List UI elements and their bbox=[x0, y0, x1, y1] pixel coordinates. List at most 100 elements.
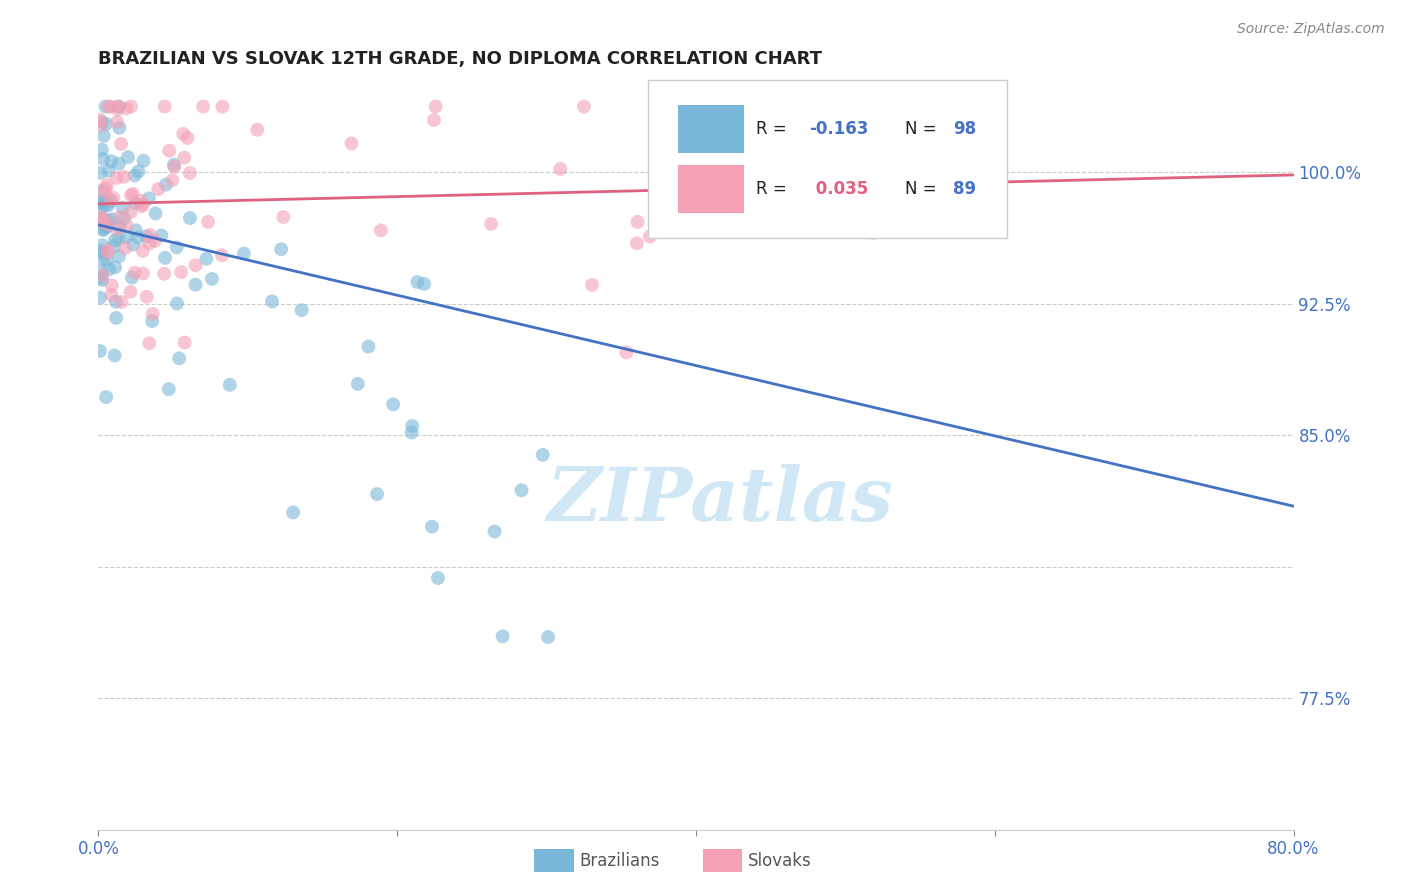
Point bbox=[201, 272, 224, 286]
Point bbox=[153, 99, 176, 113]
Point bbox=[413, 277, 436, 291]
Text: Slovaks: Slovaks bbox=[748, 852, 811, 870]
Point bbox=[401, 419, 423, 434]
Point bbox=[91, 252, 114, 266]
Point bbox=[124, 169, 146, 183]
Point bbox=[153, 267, 176, 281]
Point bbox=[260, 294, 283, 309]
Point bbox=[163, 158, 186, 172]
Point bbox=[176, 131, 198, 145]
Point bbox=[572, 99, 595, 113]
Point bbox=[100, 193, 122, 207]
Point bbox=[89, 112, 111, 127]
Text: R =: R = bbox=[756, 180, 792, 198]
Point bbox=[370, 223, 392, 237]
Text: N =: N = bbox=[905, 180, 942, 198]
Point bbox=[166, 296, 188, 310]
Point bbox=[132, 197, 155, 211]
Point bbox=[191, 99, 214, 113]
Text: 89: 89 bbox=[953, 180, 976, 198]
Bar bbox=[678, 104, 744, 153]
Point bbox=[108, 99, 131, 113]
Point bbox=[120, 205, 142, 219]
Point bbox=[270, 242, 292, 256]
Point bbox=[105, 170, 128, 185]
Point bbox=[420, 519, 443, 533]
Point bbox=[96, 194, 118, 208]
Point bbox=[100, 99, 122, 113]
Point bbox=[107, 99, 129, 113]
Point bbox=[115, 230, 138, 244]
Point bbox=[127, 164, 149, 178]
Point bbox=[101, 212, 124, 227]
Point bbox=[346, 376, 368, 391]
Text: BRAZILIAN VS SLOVAK 12TH GRADE, NO DIPLOMA CORRELATION CHART: BRAZILIAN VS SLOVAK 12TH GRADE, NO DIPLO… bbox=[98, 50, 823, 68]
Text: Source: ZipAtlas.com: Source: ZipAtlas.com bbox=[1237, 22, 1385, 37]
Point bbox=[110, 295, 132, 310]
Point bbox=[104, 349, 127, 363]
Point bbox=[108, 249, 131, 263]
Point bbox=[105, 310, 128, 325]
Point bbox=[91, 238, 114, 252]
Point bbox=[531, 448, 554, 462]
Point bbox=[638, 229, 661, 244]
Point bbox=[211, 248, 233, 262]
Point bbox=[104, 260, 127, 275]
Point bbox=[100, 194, 122, 208]
Point bbox=[179, 211, 201, 225]
Point bbox=[124, 196, 146, 211]
Point bbox=[103, 239, 125, 253]
Point bbox=[426, 571, 449, 585]
Point bbox=[148, 182, 170, 196]
Point bbox=[138, 191, 160, 205]
Point bbox=[879, 213, 901, 227]
Point bbox=[97, 198, 120, 212]
Point bbox=[104, 233, 127, 247]
Point bbox=[479, 217, 502, 231]
Text: 98: 98 bbox=[953, 120, 976, 138]
Point bbox=[89, 343, 111, 358]
Point bbox=[122, 186, 145, 201]
Point bbox=[150, 228, 173, 243]
Point bbox=[108, 220, 131, 235]
Point bbox=[281, 505, 304, 519]
Point bbox=[862, 226, 884, 240]
Point bbox=[184, 258, 207, 272]
Point bbox=[184, 277, 207, 292]
Point bbox=[93, 184, 115, 198]
Point bbox=[173, 335, 195, 350]
Point bbox=[382, 397, 405, 411]
Point bbox=[115, 219, 138, 233]
Point bbox=[96, 390, 118, 404]
Point bbox=[145, 206, 167, 220]
Point bbox=[100, 288, 122, 302]
Point bbox=[166, 240, 188, 254]
Point bbox=[93, 211, 115, 226]
Bar bbox=[678, 165, 744, 213]
Point bbox=[232, 246, 254, 260]
Point bbox=[614, 345, 637, 359]
Point bbox=[103, 191, 125, 205]
Point bbox=[100, 154, 122, 169]
Point bbox=[89, 271, 111, 285]
Point bbox=[811, 99, 834, 113]
Point bbox=[129, 194, 152, 208]
Point bbox=[89, 166, 111, 180]
Point bbox=[246, 123, 269, 137]
Point bbox=[550, 161, 572, 176]
Point bbox=[492, 629, 515, 643]
Point bbox=[406, 275, 429, 289]
Point bbox=[96, 244, 118, 258]
Point bbox=[132, 267, 155, 281]
Point bbox=[107, 232, 129, 246]
Point bbox=[626, 236, 648, 251]
Point bbox=[132, 244, 155, 258]
Point bbox=[218, 377, 240, 392]
Point bbox=[98, 214, 121, 228]
Point bbox=[90, 143, 112, 157]
Point bbox=[89, 244, 111, 258]
Point bbox=[108, 120, 131, 135]
Point bbox=[93, 128, 115, 143]
Point bbox=[120, 99, 142, 113]
Point bbox=[91, 245, 114, 260]
